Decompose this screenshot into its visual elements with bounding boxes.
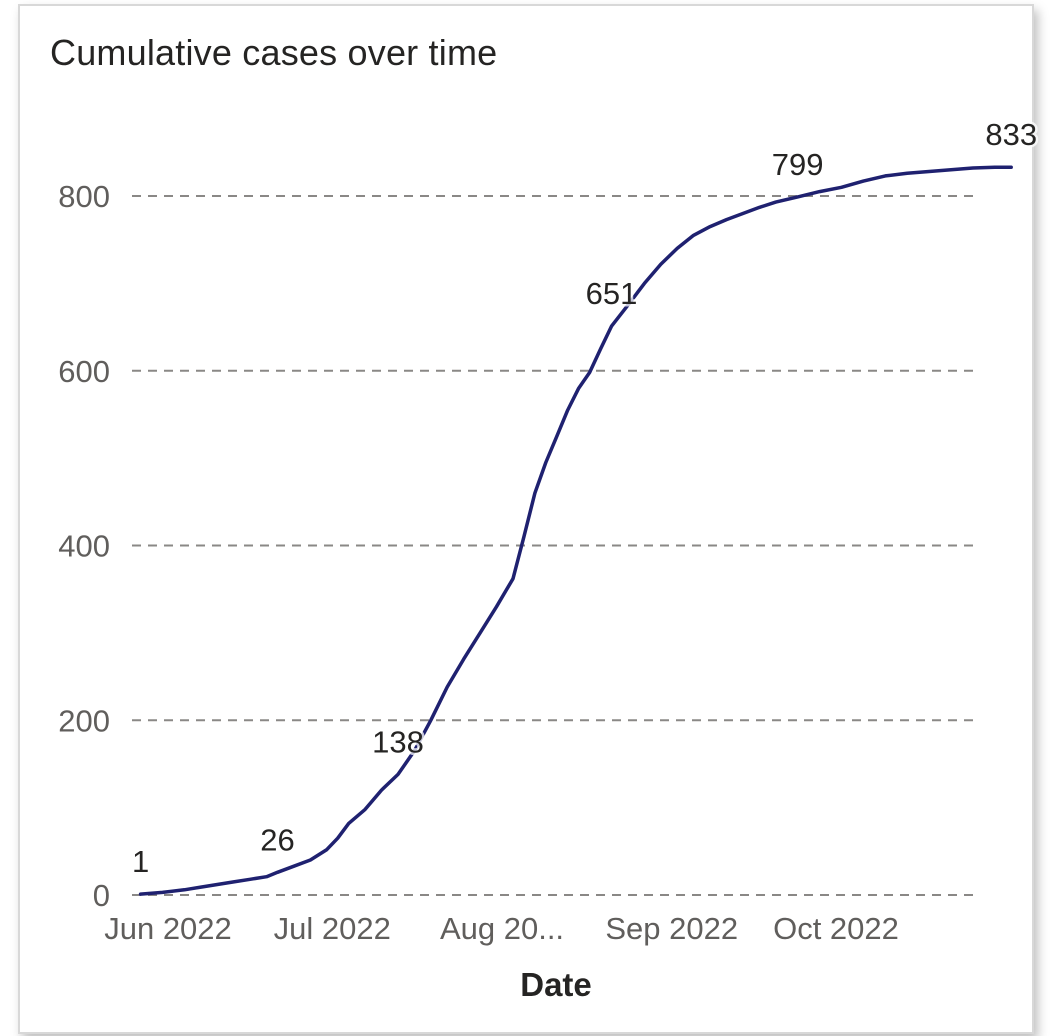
y-tick-label: 400 <box>58 529 110 564</box>
x-tick-label: Oct 2022 <box>773 911 899 946</box>
chart-card <box>18 4 1034 1034</box>
x-axis-title: Date <box>520 966 592 1003</box>
chart-title: Cumulative cases over time <box>50 32 498 73</box>
series-line-0 <box>138 165 1013 896</box>
y-tick-label: 0 <box>93 878 110 913</box>
x-tick-label: Sep 2022 <box>605 911 738 946</box>
y-tick-label: 200 <box>58 703 110 738</box>
data-label: 651 <box>586 276 638 311</box>
data-label: 833 <box>985 117 1037 152</box>
data-label: 799 <box>772 147 824 182</box>
y-tick-label: 600 <box>58 354 110 389</box>
x-tick-label: Jun 2022 <box>104 911 232 946</box>
data-label: 1 <box>132 844 149 879</box>
x-tick-label: Jul 2022 <box>274 911 391 946</box>
data-label: 26 <box>260 822 294 857</box>
data-label: 138 <box>372 724 424 759</box>
x-tick-label: Aug 20... <box>440 911 564 946</box>
y-tick-label: 800 <box>58 179 110 214</box>
